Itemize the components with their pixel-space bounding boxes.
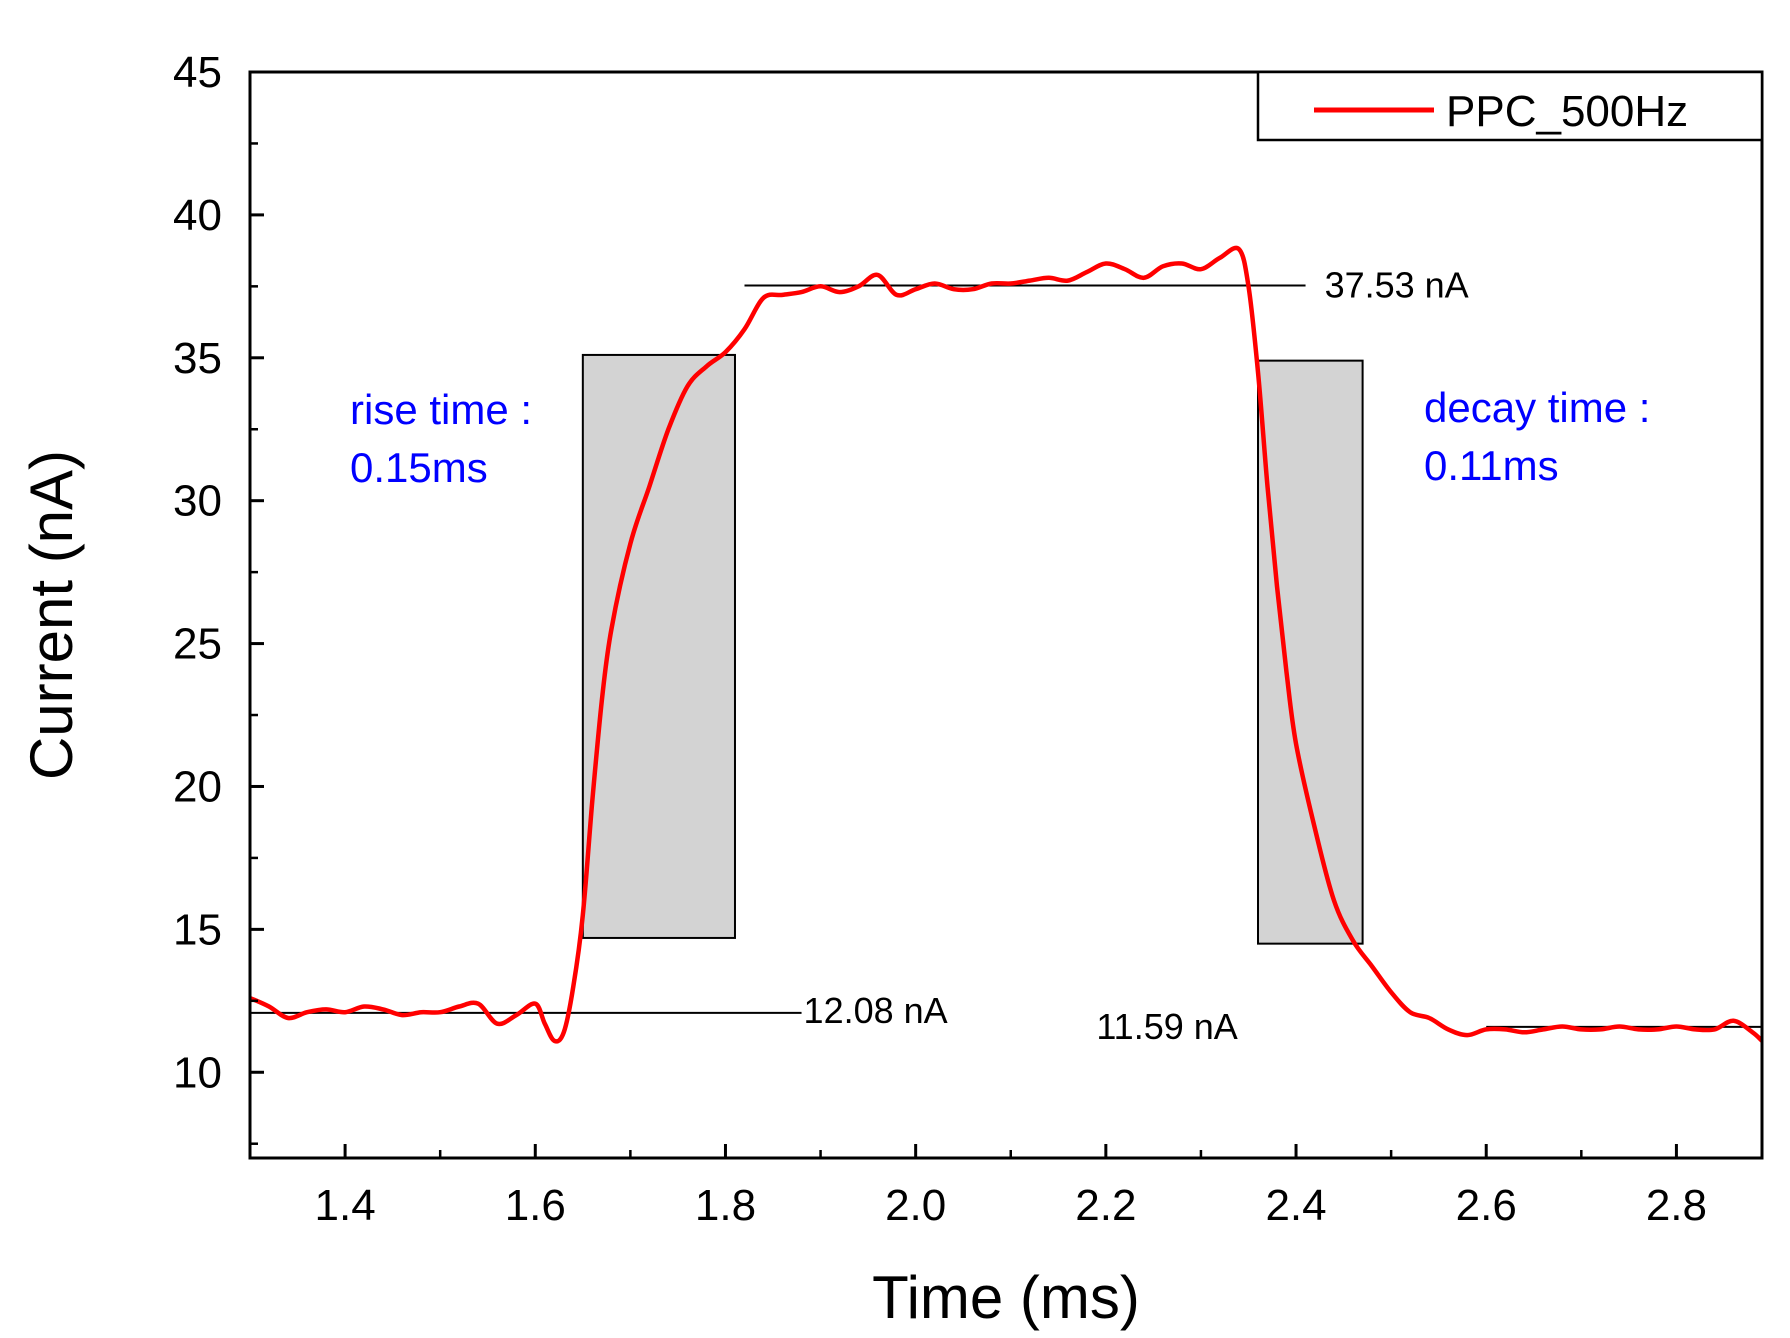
reference-label-high: 37.53 nA	[1325, 264, 1469, 305]
x-tick-label: 2.6	[1456, 1181, 1517, 1230]
x-axis-title: Time (ms)	[872, 1264, 1140, 1331]
decay-time-label: decay time :	[1424, 384, 1650, 431]
shaded-region-decay	[1257, 359, 1364, 945]
x-tick-label: 1.8	[695, 1181, 756, 1230]
legend: PPC_500Hz	[1256, 70, 1764, 142]
y-tick-label: 25	[173, 620, 222, 669]
series-line-PPC_500Hz	[249, 245, 1764, 1044]
decay-time-value: 0.11ms	[1424, 442, 1559, 489]
x-tick-label: 1.6	[505, 1181, 566, 1230]
legend-box	[1256, 70, 1764, 142]
x-tick-label: 2.2	[1075, 1181, 1136, 1230]
y-tick-label: 35	[173, 334, 222, 383]
x-tick-label: 2.8	[1646, 1181, 1707, 1230]
x-tick-label: 2.4	[1265, 1181, 1326, 1230]
shaded-region-rise	[581, 353, 736, 939]
rise-time-label: rise time :	[350, 386, 532, 433]
y-tick-label: 45	[173, 48, 222, 97]
reference-label-low-right: 11.59 nA	[1096, 1006, 1237, 1047]
rise-time-value: 0.15ms	[350, 444, 488, 491]
reference-label-low-left: 12.08 nA	[804, 990, 948, 1031]
plot-frame	[248, 70, 1764, 1160]
y-axis-title: Current (nA)	[18, 450, 85, 780]
axis-ticks: 1.4 1.6 1.8 2.0 2.2 2.4 2.6 2.8 10 15 20 25 30 35 40 45	[173, 48, 1707, 1230]
y-tick-label: 10	[173, 1048, 222, 1097]
y-tick-label: 30	[173, 477, 222, 526]
y-tick-label: 20	[173, 762, 222, 811]
series-layer	[249, 245, 1764, 1044]
legend-label: PPC_500Hz	[1446, 87, 1688, 136]
y-tick-label: 40	[173, 191, 222, 240]
x-tick-label: 2.0	[885, 1181, 946, 1230]
y-tick-label: 15	[173, 905, 222, 954]
x-tick-label: 1.4	[315, 1181, 376, 1230]
